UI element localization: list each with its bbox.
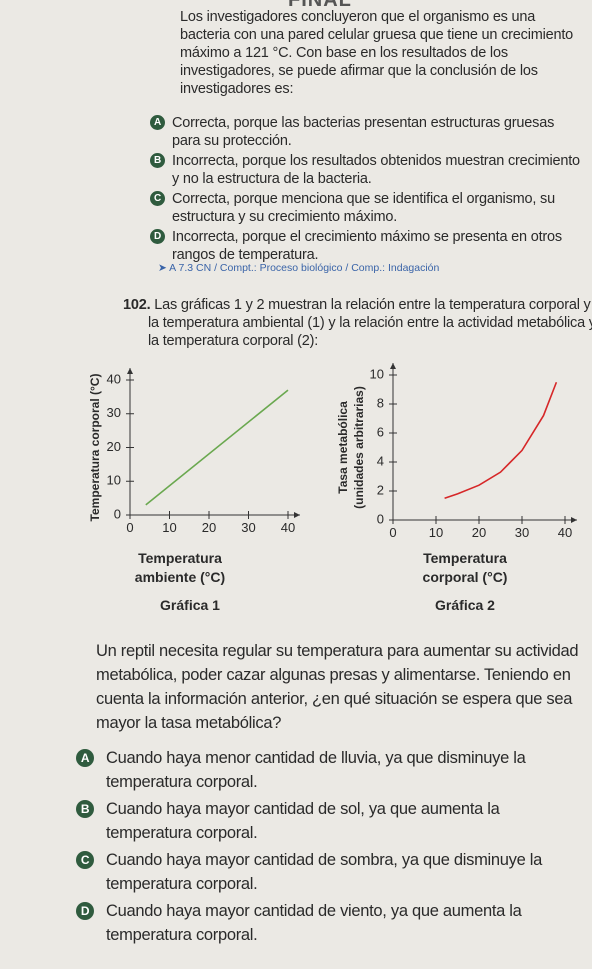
option: A Correcta, porque las bacterias presenta… [150, 114, 582, 150]
option: D Incorrecta, porque el crecimiento máxim… [150, 228, 582, 264]
option: D Cuando haya mayor cantidad de viento, y… [76, 899, 582, 947]
axis-arrow [294, 512, 300, 518]
option-letter: C [76, 851, 94, 869]
option-letter: B [76, 800, 94, 818]
axis-arrow [127, 368, 133, 374]
x-axis-label: Temperatura ambiente (°C) [120, 549, 240, 587]
x-tick-label: 0 [126, 520, 133, 535]
y-tick-label: 8 [377, 395, 384, 410]
y-tick-label: 10 [107, 473, 121, 488]
x-tick-label: 10 [162, 520, 176, 535]
option-text: Cuando haya mayor cantidad de sombra, ya… [106, 851, 542, 893]
y-tick-label: 40 [107, 371, 121, 386]
x-tick-label: 30 [515, 525, 529, 540]
x-axis-label: Temperatura corporal (°C) [400, 549, 530, 587]
option: B Incorrecta, porque los resultados obten… [150, 152, 582, 188]
x-tick-label: 20 [202, 520, 216, 535]
y-tick-label: 0 [114, 506, 121, 521]
option-letter: A [76, 749, 94, 767]
option: C Correcta, porque menciona que se identi… [150, 190, 582, 226]
option-letter: D [76, 902, 94, 920]
option-letter: B [150, 153, 165, 168]
chart-caption: Gráfica 2 [435, 597, 495, 613]
question: 102. Las gráficas 1 y 2 muestran la rela… [123, 296, 592, 350]
option-letter: A [150, 115, 165, 130]
axis-arrow [390, 363, 396, 369]
x-axis-label-line: Temperatura [138, 550, 222, 566]
x-tick-label: 20 [472, 525, 486, 540]
intro: Los investigadores concluyeron que el or… [180, 9, 574, 97]
option-letter: D [150, 229, 165, 244]
option-text: Incorrecta, porque los resultados obteni… [172, 153, 580, 187]
option-text: Correcta, porque las bacterias presentan… [172, 115, 555, 149]
x-axis-label-line: Temperatura [423, 550, 507, 566]
y-tick-label: 4 [377, 453, 384, 468]
tag: ➤ A 7.3 CN / Compt.: Proceso biológico /… [158, 262, 440, 274]
x-tick-label: 40 [281, 520, 295, 535]
x-tick-label: 40 [558, 525, 572, 540]
chart: 0 10 20 30 40 0 10 20 30 40 Temperatura corporal (… [88, 368, 300, 535]
y-tick-label: 20 [107, 439, 121, 454]
axis-arrow [571, 517, 577, 523]
chart-caption: Gráfica 1 [160, 597, 220, 613]
chart: 0 2 4 6 8 10 0 10 20 30 40 Tasa metabólica (unidades… [336, 363, 577, 540]
y-axis-label: Temperatura corporal (°C) [88, 374, 102, 522]
x-axis-label-line: corporal (°C) [422, 569, 508, 585]
y-tick-label: 10 [370, 366, 384, 381]
option-text: Cuando haya mayor cantidad de viento, ya… [106, 902, 522, 944]
option-letter: C [150, 191, 165, 206]
question-number: 102. [123, 297, 151, 313]
y-tick-label: 30 [107, 405, 121, 420]
y-axis-label: (unidades arbitrarias) [352, 386, 366, 509]
option: A Cuando haya menor cantidad de lluvia, y… [76, 746, 582, 794]
y-axis-label: Tasa metabólica [336, 401, 350, 494]
option: C Cuando haya mayor cantidad de sombra, y… [76, 848, 582, 896]
context: Un reptil necesita regular su temperatur… [96, 642, 579, 732]
tag-text: A 7.3 CN / Compt.: Proceso biológico / C… [169, 262, 440, 274]
option-text: Incorrecta, porque el crecimiento máximo… [172, 229, 562, 263]
x-tick-label: 30 [241, 520, 255, 535]
y-tick-label: 2 [377, 482, 384, 497]
x-tick-label: 10 [429, 525, 443, 540]
data-line [444, 381, 558, 500]
question-text: Las gráficas 1 y 2 muestran la relación … [148, 297, 592, 349]
option-text: Cuando haya mayor cantidad de sol, ya qu… [106, 800, 500, 842]
header-title: FINAL [288, 0, 352, 11]
y-tick-label: 0 [377, 511, 384, 526]
data-line [145, 389, 289, 506]
options: A Correcta, porque las bacterias presenta… [150, 114, 582, 266]
options: A Cuando haya menor cantidad de lluvia, y… [76, 746, 582, 950]
x-axis-label-line: ambiente (°C) [134, 569, 226, 585]
y-tick-label: 6 [377, 424, 384, 439]
option-text: Cuando haya menor cantidad de lluvia, ya… [106, 749, 526, 791]
x-tick-label: 0 [389, 525, 396, 540]
option-text: Correcta, porque menciona que se identif… [172, 191, 555, 225]
option: B Cuando haya mayor cantidad de sol, ya q… [76, 797, 582, 845]
